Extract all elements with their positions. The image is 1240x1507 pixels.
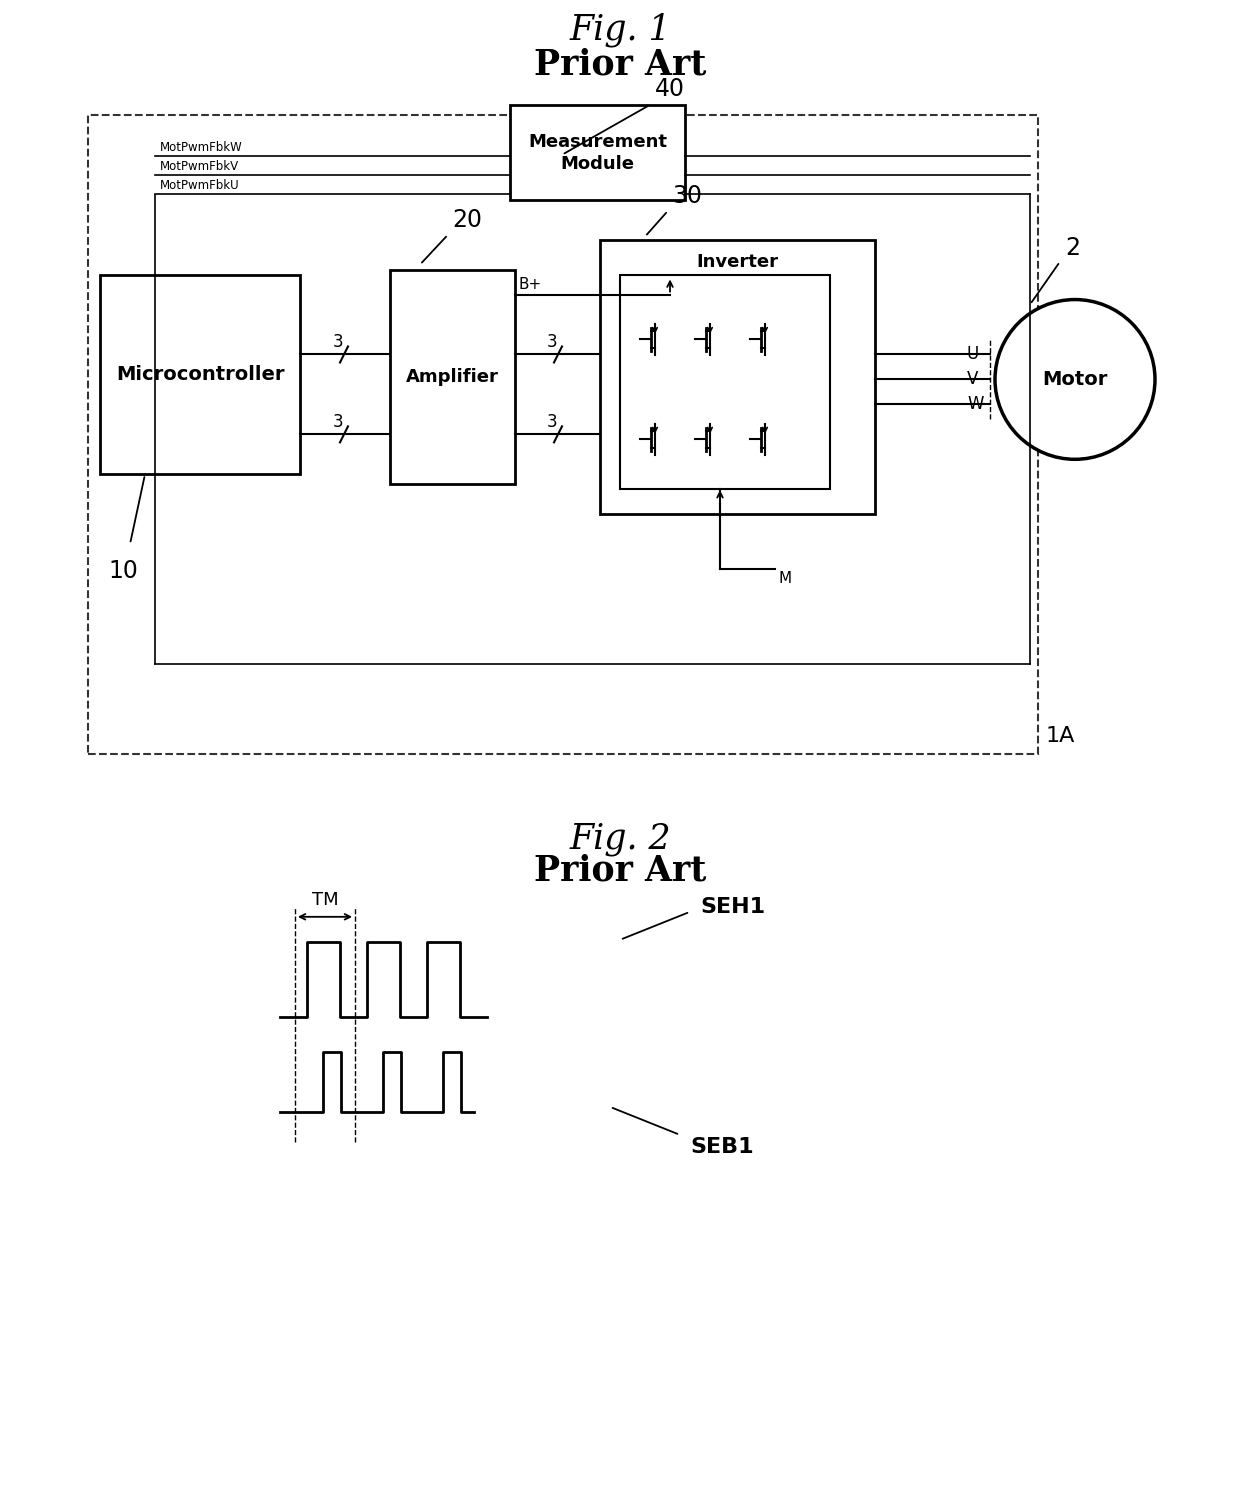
Bar (100, 274, 300, 475)
Text: MotPwmFbkW: MotPwmFbkW (160, 140, 243, 154)
Text: 3: 3 (332, 413, 343, 431)
Text: W: W (967, 395, 983, 413)
Text: SEB1: SEB1 (689, 1136, 754, 1157)
Bar (600, 240, 875, 514)
Text: MotPwmFbkU: MotPwmFbkU (160, 179, 239, 191)
Text: SEH1: SEH1 (701, 897, 765, 916)
Text: 2: 2 (1065, 235, 1080, 259)
Text: Prior Art: Prior Art (533, 48, 707, 81)
Text: Fig. 2: Fig. 2 (569, 821, 671, 856)
Text: V: V (967, 371, 978, 389)
Bar (510, 105, 684, 200)
Text: 3: 3 (547, 333, 557, 351)
Text: 1A: 1A (1047, 726, 1075, 746)
Text: Microcontroller: Microcontroller (115, 365, 284, 384)
Text: 10: 10 (108, 559, 138, 583)
Text: MotPwmFbkV: MotPwmFbkV (160, 160, 239, 173)
Text: Fig. 1: Fig. 1 (569, 12, 671, 47)
Text: Prior Art: Prior Art (533, 854, 707, 888)
Bar (391, 270, 515, 484)
Text: Motor: Motor (1043, 369, 1107, 389)
Text: U: U (967, 345, 980, 363)
Text: B+: B+ (518, 277, 541, 291)
Text: M: M (777, 571, 791, 586)
Text: 40: 40 (655, 77, 684, 101)
Bar (620, 274, 830, 490)
Text: 20: 20 (453, 208, 482, 232)
Text: Amplifier: Amplifier (405, 368, 498, 386)
Text: TM: TM (311, 891, 339, 909)
Text: 3: 3 (332, 333, 343, 351)
Bar (88, 115, 1038, 754)
Text: Inverter: Inverter (697, 253, 779, 271)
Circle shape (994, 300, 1154, 460)
Text: Module: Module (560, 155, 635, 173)
Text: 30: 30 (672, 184, 702, 208)
Text: 3: 3 (547, 413, 557, 431)
Text: Measurement: Measurement (528, 133, 667, 151)
